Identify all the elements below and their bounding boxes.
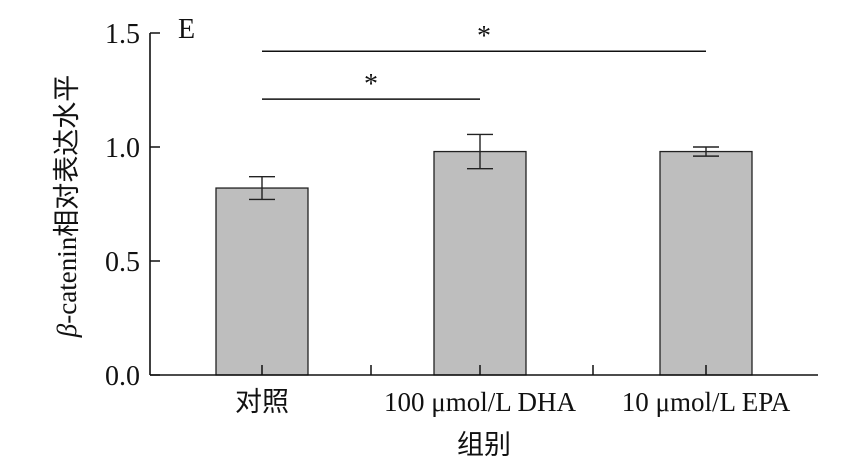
y-tick-label: 0.0 — [105, 361, 140, 392]
y-axis-title: β-catenin相对表达水平 — [52, 75, 82, 338]
x-tick-label: 100 μmol/L DHA — [384, 387, 576, 417]
y-tick-label: 0.5 — [105, 247, 140, 278]
significance-marker: * — [364, 69, 378, 100]
error-bar-1 — [249, 175, 275, 201]
significance-marker: * — [477, 21, 491, 52]
error-bar-2 — [467, 133, 493, 170]
x-axis-title: 组别 — [457, 430, 511, 460]
y-axis-title-text: -catenin相对表达水平 — [52, 75, 82, 324]
significance-bracket-1: * — [262, 21, 706, 52]
x-ticks-group: 对照 100 μmol/L DHA 10 μmol/L EPA — [235, 365, 791, 417]
y-tick-label: 1.0 — [105, 133, 140, 164]
y-ticks-group: 0.0 0.5 1.0 1.5 — [105, 19, 160, 392]
bars-group — [215, 150, 753, 376]
significance-bracket-2: * — [262, 69, 480, 100]
significance-group: ** — [262, 21, 706, 100]
bar-3 — [659, 150, 753, 376]
error-bars-group — [249, 133, 719, 201]
panel-label: E — [178, 14, 195, 45]
error-bar-3 — [693, 146, 719, 157]
y-axis-title-symbol: β — [52, 323, 82, 338]
x-tick-label: 10 μmol/L EPA — [622, 387, 791, 417]
bar-1 — [215, 187, 309, 376]
y-tick-label: 1.5 — [105, 19, 140, 50]
bar-2 — [433, 150, 527, 376]
x-tick-label: 对照 — [235, 387, 289, 417]
